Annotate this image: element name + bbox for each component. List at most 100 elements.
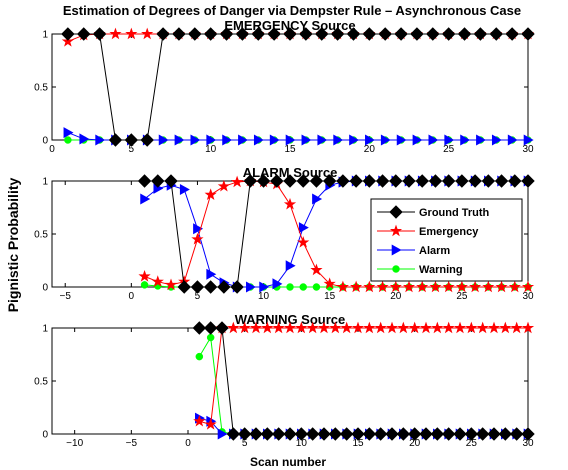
- y-tick-label: 0: [42, 283, 48, 294]
- point-alarm: [333, 134, 344, 146]
- panel-3: WARNING Source −10 −5 0 5 10 15 20 25 30 0 0.5 1: [34, 312, 535, 449]
- point-emergency: [306, 321, 319, 334]
- point-ground-truth: [256, 174, 271, 188]
- point-ground-truth: [140, 133, 154, 147]
- point-ground-truth: [328, 427, 343, 441]
- point-ground-truth: [487, 427, 501, 441]
- point-emergency: [227, 321, 240, 334]
- point-emergency: [442, 321, 455, 334]
- point-emergency: [336, 280, 349, 293]
- point-alarm: [285, 134, 296, 146]
- point-emergency: [204, 418, 217, 430]
- point-ground-truth: [215, 321, 229, 335]
- point-emergency: [340, 321, 353, 334]
- x-tick-label: 15: [324, 291, 336, 302]
- panel-title: WARNING Source: [235, 312, 346, 327]
- point-ground-truth: [203, 321, 218, 335]
- point-ground-truth: [305, 427, 320, 441]
- point-emergency: [453, 321, 467, 334]
- legend-label: Ground Truth: [419, 207, 490, 219]
- point-warning: [299, 283, 307, 291]
- point-ground-truth: [475, 427, 490, 441]
- point-emergency: [261, 321, 274, 334]
- point-ground-truth: [108, 133, 123, 147]
- point-emergency: [141, 27, 154, 40]
- y-tick-label: 1: [42, 324, 48, 335]
- point-emergency: [499, 321, 512, 334]
- point-emergency: [329, 321, 342, 334]
- y-axis-label: Pignistic Probability: [5, 178, 21, 313]
- y-tick-label: 0.5: [34, 377, 48, 388]
- point-ground-truth: [172, 27, 186, 41]
- point-ground-truth: [473, 27, 488, 41]
- point-ground-truth: [453, 427, 467, 441]
- point-ground-truth: [378, 27, 392, 41]
- point-ground-truth: [428, 174, 443, 188]
- point-ground-truth: [61, 27, 75, 41]
- point-emergency: [351, 321, 365, 334]
- point-emergency: [465, 321, 478, 334]
- point-ground-truth: [494, 174, 509, 188]
- point-ground-truth: [415, 174, 429, 188]
- x-tick-label: −5: [126, 438, 138, 449]
- point-ground-truth: [385, 427, 399, 441]
- point-emergency: [125, 27, 138, 40]
- point-emergency: [482, 280, 495, 293]
- point-alarm: [412, 134, 423, 146]
- point-ground-truth: [267, 27, 281, 41]
- point-ground-truth: [402, 174, 416, 188]
- point-emergency: [402, 280, 416, 293]
- point-ground-truth: [505, 27, 519, 41]
- point-emergency: [295, 321, 308, 334]
- point-emergency: [249, 321, 263, 334]
- legend-label: Warning: [419, 264, 463, 276]
- point-ground-truth: [521, 427, 535, 441]
- x-tick-label: 20: [390, 291, 402, 302]
- point-ground-truth: [339, 427, 354, 441]
- point-alarm: [444, 134, 455, 146]
- point-ground-truth: [156, 27, 170, 41]
- point-ground-truth: [410, 27, 424, 41]
- point-ground-truth: [464, 427, 479, 441]
- x-tick-label: 30: [522, 144, 534, 155]
- point-emergency: [350, 280, 363, 293]
- point-ground-truth: [481, 174, 496, 188]
- point-alarm: [317, 134, 328, 146]
- point-alarm: [246, 281, 256, 293]
- point-emergency: [283, 197, 297, 210]
- point-alarm: [349, 134, 360, 146]
- series-ground-truth: [61, 27, 535, 147]
- point-alarm: [253, 134, 264, 146]
- point-ground-truth: [521, 27, 535, 41]
- point-alarm: [491, 134, 502, 146]
- point-alarm: [206, 134, 217, 146]
- point-alarm: [428, 134, 439, 146]
- point-emergency: [238, 321, 251, 334]
- point-emergency: [495, 280, 508, 293]
- point-ground-truth: [192, 321, 207, 335]
- point-alarm: [396, 134, 407, 146]
- series-ground-truth: [192, 321, 535, 441]
- point-ground-truth: [217, 280, 231, 294]
- point-emergency: [363, 280, 376, 293]
- point-alarm: [272, 278, 283, 290]
- point-ground-truth: [309, 174, 324, 188]
- point-alarm: [140, 193, 151, 205]
- x-tick-label: 10: [258, 291, 270, 302]
- point-ground-truth: [362, 27, 377, 41]
- point-ground-truth: [271, 427, 286, 441]
- point-emergency: [408, 321, 421, 334]
- point-ground-truth: [498, 427, 513, 441]
- point-emergency: [193, 414, 206, 427]
- x-tick-label: 25: [466, 438, 478, 449]
- point-alarm: [380, 134, 391, 146]
- point-emergency: [164, 278, 178, 291]
- point-ground-truth: [375, 174, 390, 188]
- point-alarm: [217, 428, 228, 440]
- point-emergency: [521, 280, 535, 293]
- point-ground-truth: [260, 427, 275, 441]
- legend-label: Emergency: [419, 226, 479, 238]
- point-ground-truth: [270, 174, 284, 188]
- point-ground-truth: [426, 27, 440, 41]
